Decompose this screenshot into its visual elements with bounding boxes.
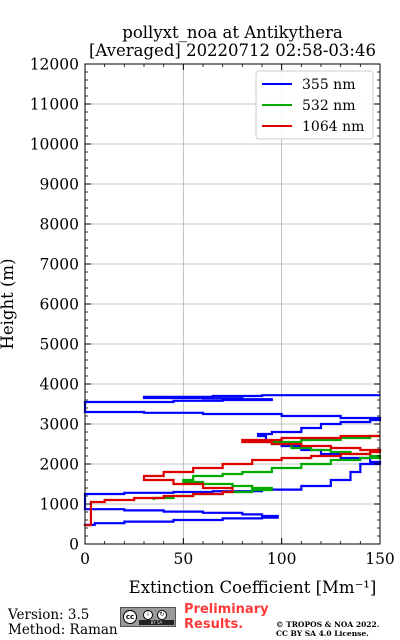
by-icon: i — [143, 610, 153, 620]
legend-label: 355 nm — [302, 77, 355, 93]
legend-label: 1064 nm — [302, 119, 364, 135]
legend-label: 532 nm — [302, 98, 355, 114]
y-tick-label: 2000 — [40, 456, 79, 474]
series-line-532-nm — [152, 434, 382, 500]
x-axis-label: Extinction Coefficient [Mm⁻¹] — [129, 578, 377, 597]
cc-icon: cc — [123, 610, 137, 624]
chart-title-line-1: pollyxt_noa at Antikythera — [122, 23, 343, 42]
copyright-line-1: © TROPOS & NOA 2022. — [276, 620, 380, 629]
y-axis-label: Height (m) — [0, 258, 17, 349]
y-tick-label: 9000 — [40, 176, 79, 194]
x-tick-label: 50 — [173, 550, 193, 568]
axes: 0 50 100 150 0 1000 2000 3000 4000 5000 6000 7000 80… — [0, 56, 395, 598]
legend-box — [255, 70, 374, 140]
preliminary-line-1: Preliminary — [184, 602, 269, 617]
cc-license-icon: cc i ↻ BY SA — [120, 607, 176, 627]
y-tick-label: 12000 — [30, 56, 79, 74]
y-tick-label: 3000 — [40, 416, 79, 434]
series-line-355-nm — [83, 394, 382, 526]
y-tick-label: 4000 — [40, 376, 79, 394]
x-tick-label: 100 — [267, 550, 297, 568]
sa-icon: ↻ — [157, 610, 167, 620]
series-line-1064-nm — [83, 434, 382, 527]
version-label: Version: 3.5 — [8, 607, 90, 623]
y-tick-label: 6000 — [40, 296, 79, 314]
cc-badge-text: BY SA — [139, 620, 174, 625]
method-label: Method: Raman — [8, 622, 118, 638]
y-tick-label: 8000 — [40, 216, 79, 234]
legend: 355 nm 532 nm 1064 nm — [255, 70, 374, 140]
y-tick-label: 10000 — [30, 136, 79, 154]
y-tick-label: 7000 — [40, 256, 79, 274]
copyright-line-2: CC BY SA 4.0 License. — [276, 629, 369, 638]
preliminary-results-label: Preliminary Results. — [184, 602, 269, 632]
preliminary-line-2: Results. — [184, 617, 244, 632]
x-tick-label: 150 — [365, 550, 395, 568]
y-tick-label: 1000 — [40, 496, 79, 514]
y-tick-label: 11000 — [30, 96, 79, 114]
x-tick-label: 0 — [80, 550, 90, 568]
y-tick-label: 5000 — [40, 336, 79, 354]
series-lines — [83, 394, 382, 527]
chart-title-line-2: [Averaged] 20220712 02:58-03:46 — [89, 41, 376, 60]
y-tick-label: 0 — [69, 536, 79, 554]
